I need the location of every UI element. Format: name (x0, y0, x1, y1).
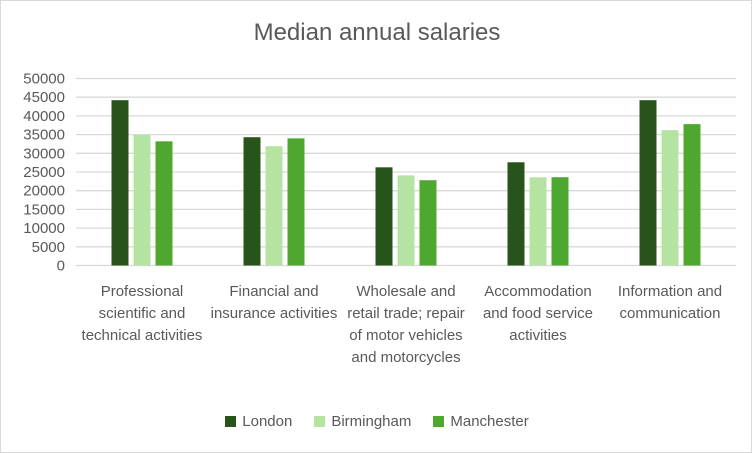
chart-title: Median annual salaries (253, 19, 501, 46)
bar-manchester-2 (419, 180, 437, 266)
legend-label: London (242, 413, 293, 430)
bar-birmingham-4 (661, 130, 679, 266)
bar-london-1 (243, 137, 261, 266)
y-tick-label: 25000 (23, 164, 65, 181)
legend-swatch (225, 416, 237, 427)
bar-birmingham-0 (133, 134, 151, 266)
y-tick-label: 45000 (23, 89, 65, 106)
x-category-label: Information and communication (617, 283, 723, 322)
bar-birmingham-2 (397, 175, 415, 266)
x-category-label: Professional scientific and technical ac… (81, 283, 203, 344)
y-tick-label: 10000 (23, 220, 65, 237)
y-tick-label: 40000 (23, 108, 65, 125)
bar-manchester-4 (683, 124, 701, 266)
bar-london-4 (639, 100, 657, 266)
bar-manchester-1 (287, 138, 305, 266)
y-tick-label: 35000 (23, 127, 65, 144)
y-tick-label: 20000 (23, 183, 65, 200)
y-tick-label: 50000 (23, 71, 65, 88)
bar-birmingham-3 (529, 177, 547, 266)
x-category-label: Financial and insurance activities (210, 283, 338, 322)
y-tick-label: 0 (57, 258, 65, 275)
x-category-label: Wholesale and retail trade; repair of mo… (347, 283, 465, 366)
legend: London Birmingham Manchester (1, 413, 751, 430)
legend-item-birmingham: Birmingham (314, 413, 411, 430)
bar-london-3 (507, 162, 525, 266)
bar-london-0 (111, 100, 129, 266)
x-category-label: Accommodation and food service activitie… (482, 283, 594, 344)
y-tick-label: 30000 (23, 145, 65, 162)
legend-label: Manchester (450, 413, 529, 430)
bar-london-2 (375, 167, 393, 266)
bar-manchester-0 (155, 141, 173, 266)
legend-item-london: London (225, 413, 292, 430)
bar-birmingham-1 (265, 146, 283, 266)
y-tick-label: 15000 (23, 201, 65, 218)
legend-swatch (314, 416, 326, 427)
legend-label: Birmingham (331, 413, 412, 430)
legend-swatch (433, 416, 445, 427)
y-tick-label: 5000 (32, 239, 65, 256)
bar-manchester-3 (551, 177, 569, 266)
legend-item-manchester: Manchester (433, 413, 529, 430)
